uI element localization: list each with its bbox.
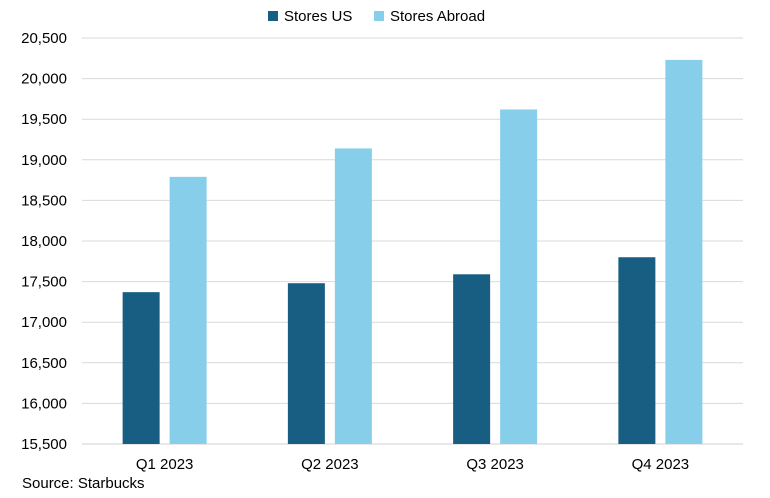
x-tick-label: Q1 2023 [136, 456, 194, 473]
x-tick-label: Q4 2023 [632, 456, 690, 473]
bar-stores-abroad [334, 148, 372, 444]
y-tick-label: 16,500 [21, 355, 67, 372]
y-tick-label: 20,000 [21, 71, 67, 88]
bar-stores-abroad [500, 109, 538, 445]
y-tick-label: 17,000 [21, 314, 67, 331]
y-axis-tick-labels: 15,500 16,000 16,500 17,000 17,500 18,000 18,5… [21, 30, 67, 453]
y-tick-label: 19,000 [21, 152, 67, 169]
legend: Stores US Stores Abroad [268, 8, 485, 25]
y-tick-label: 15,500 [21, 436, 67, 453]
legend-label: Stores US [284, 8, 352, 25]
y-tick-label: 17,500 [21, 274, 67, 291]
bars [122, 59, 703, 445]
x-tick-label: Q3 2023 [466, 456, 524, 473]
bar-stores-abroad [665, 59, 703, 444]
y-tick-label: 20,500 [21, 30, 67, 47]
legend-label: Stores Abroad [390, 8, 485, 25]
legend-swatch [374, 11, 384, 21]
bar-stores-us [122, 292, 160, 444]
bar-stores-abroad [169, 176, 207, 445]
bar-stores-us [453, 274, 491, 444]
y-tick-label: 16,000 [21, 395, 67, 412]
y-tick-label: 18,000 [21, 233, 67, 250]
x-axis-tick-labels: Q1 2023 Q2 2023 Q3 2023 Q4 2023 [136, 456, 689, 473]
bar-stores-us [618, 257, 656, 444]
legend-swatch [268, 11, 278, 21]
bar-stores-us [287, 283, 325, 444]
y-tick-label: 18,500 [21, 192, 67, 209]
source-note: Source: Starbucks [22, 475, 145, 492]
y-tick-label: 19,500 [21, 111, 67, 128]
x-tick-label: Q2 2023 [301, 456, 359, 473]
